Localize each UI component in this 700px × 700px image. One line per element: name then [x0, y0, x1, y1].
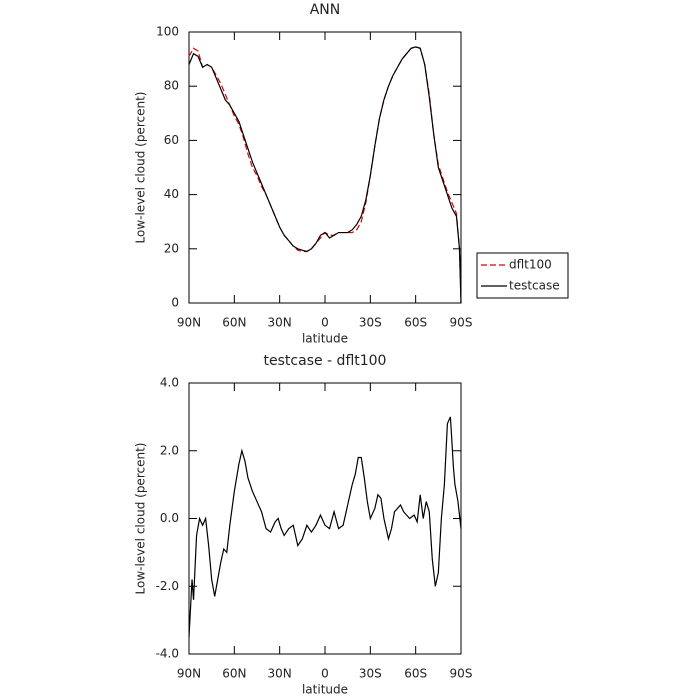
y-tick-label: 20: [164, 241, 179, 255]
y-tick-label: 0: [171, 296, 179, 310]
plot-frame: [188, 31, 462, 304]
y-tick-label: 100: [156, 25, 179, 39]
data-line: [188, 46, 462, 304]
y-axis-label: Low-level cloud (percent): [134, 92, 148, 244]
x-tick-label: 60N: [222, 667, 246, 681]
x-axis-label: latitude: [302, 332, 348, 346]
x-tick-label: 0: [321, 667, 329, 681]
x-tick-label: 30N: [268, 316, 292, 330]
chart-title: testcase - dflt100: [264, 353, 387, 369]
x-axis-label: latitude: [302, 683, 348, 697]
y-tick-label: -4.0: [156, 647, 179, 661]
data-line: [188, 416, 462, 638]
y-axis-label: Low-level cloud (percent): [134, 443, 148, 595]
y-tick-label: 0.0: [160, 511, 179, 525]
y-tick-label: 40: [164, 187, 179, 201]
legend-label: dflt100: [509, 258, 552, 272]
x-tick-label: 60S: [404, 316, 427, 330]
x-tick-label: 90N: [177, 316, 201, 330]
data-line: [188, 46, 462, 304]
y-tick-label: 2.0: [160, 443, 179, 457]
x-tick-label: 30S: [359, 316, 382, 330]
legend-box: [476, 252, 569, 299]
x-tick-label: 30S: [359, 667, 382, 681]
legend-label: testcase: [509, 279, 560, 293]
x-tick-label: 90N: [177, 667, 201, 681]
y-tick-label: 60: [164, 133, 179, 147]
x-tick-label: 60S: [404, 667, 427, 681]
x-tick-label: 60N: [222, 316, 246, 330]
x-tick-label: 90S: [450, 667, 473, 681]
y-tick-label: 4.0: [160, 376, 179, 390]
x-tick-label: 30N: [268, 667, 292, 681]
chart-title: ANN: [310, 2, 341, 18]
x-tick-label: 0: [321, 316, 329, 330]
y-tick-label: 80: [164, 79, 179, 93]
x-tick-label: 90S: [450, 316, 473, 330]
plot-frame: [188, 382, 462, 655]
y-tick-label: -2.0: [156, 579, 179, 593]
